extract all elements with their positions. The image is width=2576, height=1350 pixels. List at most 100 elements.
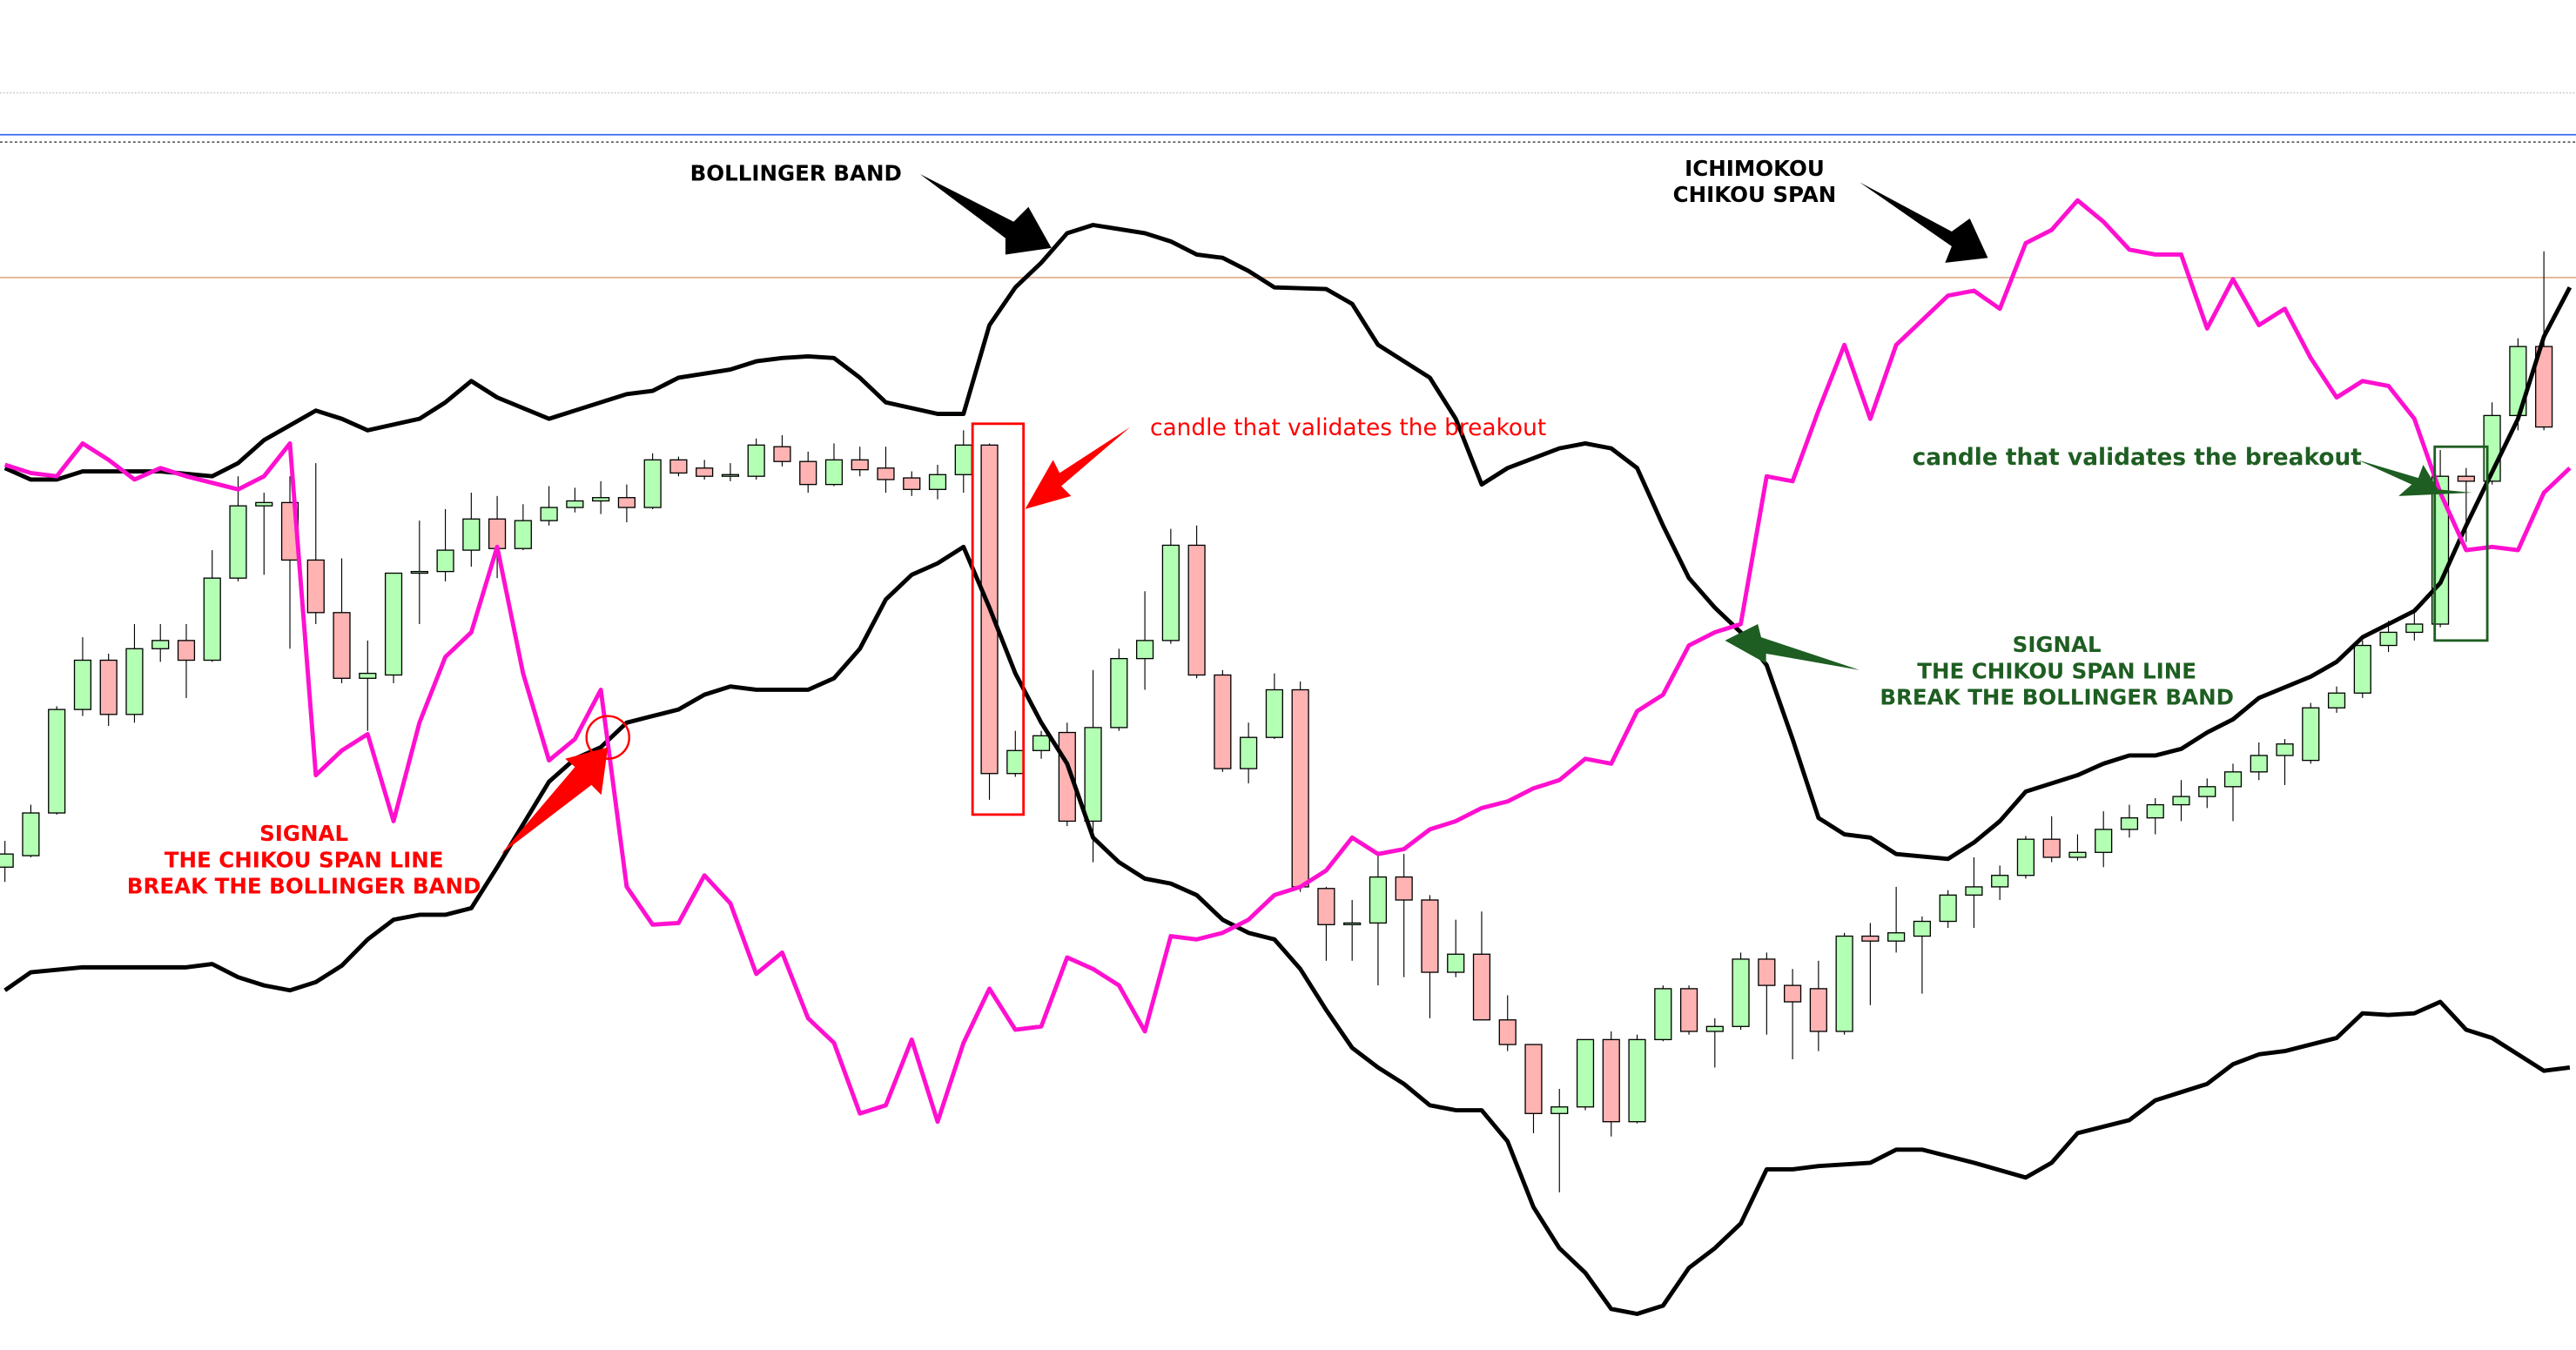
red-signal-line2: THE CHIKOU SPAN LINE (165, 847, 444, 872)
green-candle-arrow-icon (2357, 460, 2473, 496)
candle-bullish (1369, 854, 1388, 986)
candle-bullish (2146, 798, 2164, 835)
candle-body (669, 459, 688, 474)
candle-bullish (747, 438, 765, 480)
candle-body (1679, 988, 1698, 1032)
bollinger-lower-line (3, 544, 2571, 1316)
candle-bullish (2276, 739, 2294, 785)
candle-bullish (229, 476, 247, 581)
candle-bearish (617, 484, 636, 523)
candle-bearish (1498, 995, 1517, 1051)
candle-bullish (643, 453, 662, 509)
candle-bullish (1705, 1018, 1724, 1068)
candle-bearish (1395, 854, 1413, 977)
candle-bullish (2250, 742, 2268, 781)
candle-bearish (669, 456, 688, 477)
candle-bullish (1991, 865, 2009, 900)
candle-body (203, 577, 221, 662)
candle-body (359, 672, 377, 679)
candle-body (2172, 796, 2190, 806)
red-signal-line3: BREAK THE BOLLINGER BAND (127, 873, 481, 898)
candle-bearish (488, 495, 507, 579)
candle-bullish (1628, 1034, 1646, 1124)
candle-body (125, 648, 144, 715)
candle-body (928, 474, 947, 490)
candle-body (1913, 920, 1931, 937)
candle-body (2379, 631, 2398, 647)
candle-bearish (1472, 911, 1491, 1021)
candle-bullish (125, 624, 144, 723)
candle-bullish (1161, 528, 1180, 644)
green-signal-line1: SIGNAL (2013, 632, 2102, 657)
candle-body (229, 505, 247, 579)
candle-body (696, 467, 714, 477)
candle-bearish (799, 451, 817, 494)
chikou-span-line (3, 198, 2572, 1125)
red-breakout-candle-box (971, 422, 1026, 816)
candle-body (1991, 875, 2009, 888)
candle-body (1421, 899, 1439, 973)
candle-body (22, 812, 40, 856)
candle-body (1084, 727, 1102, 823)
candle-body (617, 497, 636, 508)
candle-body (306, 559, 325, 614)
candle-bearish (1524, 1044, 1543, 1133)
candle-body (436, 549, 454, 573)
candle-body (1447, 953, 1465, 973)
candle-bullish (2302, 702, 2320, 764)
candle-body (1006, 749, 1025, 775)
bollinger-upper-line (3, 223, 2573, 862)
indicator-lines (3, 198, 2573, 1316)
candle-body (1343, 922, 1362, 925)
candle-bullish (592, 480, 610, 514)
candle-bullish (462, 493, 481, 567)
candle-bearish (306, 463, 325, 625)
candle-body (2223, 771, 2243, 788)
candle-bullish (1240, 722, 1258, 784)
candle-body (643, 459, 662, 508)
candle-body (1240, 736, 1258, 769)
candle-bearish (903, 471, 921, 496)
candle-bearish (1602, 1031, 1620, 1137)
candle-body (2146, 803, 2164, 819)
candle-body (1265, 688, 1283, 738)
candle-body (177, 640, 196, 662)
candle-bullish (1110, 648, 1128, 731)
red-candle-note: candle that validates the breakout (1150, 414, 1546, 441)
candle-bullish (1887, 886, 1906, 953)
candle-body (2250, 755, 2268, 773)
candle-bullish (1006, 730, 1025, 777)
candle-bearish (1861, 923, 1880, 1005)
candle-bearish (1187, 525, 1206, 679)
candle-bullish (359, 640, 377, 731)
red-candle-arrow-icon (1025, 426, 1131, 509)
candle-bullish (2068, 834, 2087, 861)
candle-bullish (1265, 673, 1283, 740)
candle-body (1705, 1025, 1724, 1032)
candle-bullish (22, 804, 40, 857)
candle-bearish (1214, 669, 1232, 772)
candle-body (1602, 1038, 1620, 1123)
candle-bullish (2095, 811, 2113, 868)
candle-body (2535, 346, 2553, 428)
candle-body (1369, 876, 1388, 924)
candle-body (773, 446, 791, 462)
candle-bearish (1809, 960, 1827, 1051)
candle-body (2353, 644, 2371, 694)
candle-bearish (1783, 969, 1802, 1060)
candle-bearish (1758, 952, 1776, 1035)
candle-bearish (1679, 985, 1698, 1035)
candle-bullish (1965, 856, 1983, 929)
candle-bullish (48, 706, 66, 815)
green-signal-line2: THE CHIKOU SPAN LINE (1917, 658, 2196, 683)
candle-bearish (2042, 816, 2061, 863)
candle-body (799, 460, 817, 486)
candle-body (255, 501, 273, 507)
bollinger-arrow-icon (919, 174, 1052, 255)
candle-bearish (1317, 886, 1335, 961)
candle-bullish (566, 487, 584, 513)
candle-bearish (1291, 682, 1309, 892)
ichimoku-label-line2: CHIKOU SPAN (1673, 182, 1837, 207)
red-signal-line1: SIGNAL (259, 821, 348, 846)
